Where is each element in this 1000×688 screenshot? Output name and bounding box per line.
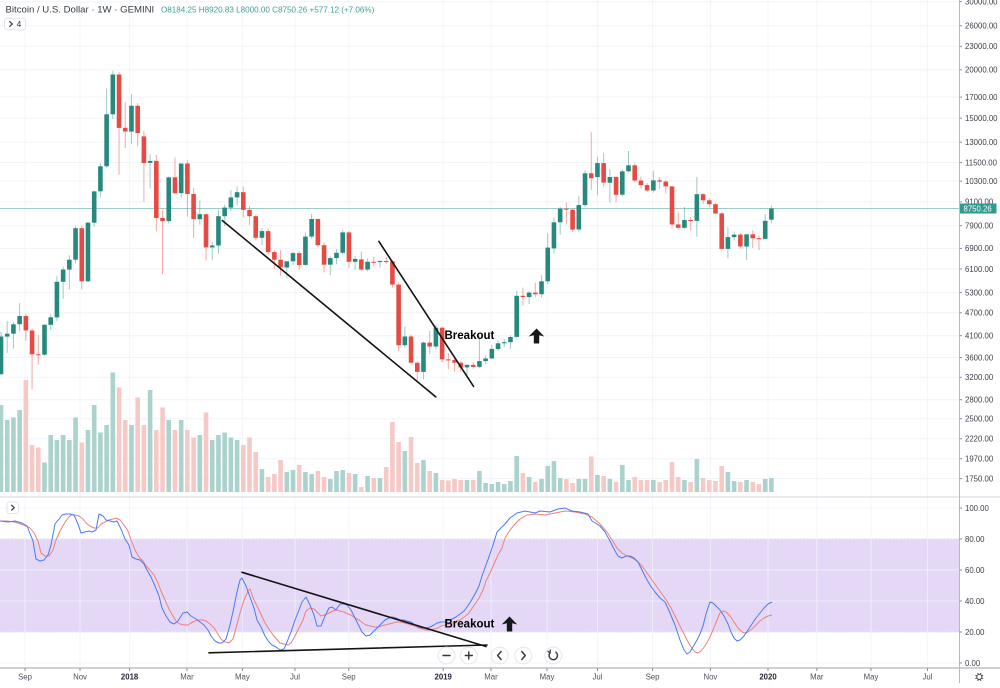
svg-text:8750.26: 8750.26 bbox=[964, 205, 992, 214]
svg-text:Mar: Mar bbox=[180, 673, 194, 682]
svg-text:2500.00: 2500.00 bbox=[965, 415, 994, 424]
svg-text:4100.00: 4100.00 bbox=[965, 332, 994, 341]
svg-text:30000.00: 30000.00 bbox=[965, 0, 998, 7]
svg-text:2800.00: 2800.00 bbox=[965, 396, 994, 405]
svg-text:4700.00: 4700.00 bbox=[965, 309, 994, 318]
svg-text:Sep: Sep bbox=[18, 673, 33, 682]
svg-text:Jul: Jul bbox=[923, 673, 933, 682]
svg-text:5300.00: 5300.00 bbox=[965, 288, 994, 297]
svg-text:15000.00: 15000.00 bbox=[965, 114, 998, 123]
svg-text:0.00: 0.00 bbox=[965, 659, 981, 668]
svg-text:2220.00: 2220.00 bbox=[965, 435, 994, 444]
svg-text:1750.00: 1750.00 bbox=[965, 474, 994, 483]
svg-text:40.00: 40.00 bbox=[965, 597, 985, 606]
svg-text:Breakout: Breakout bbox=[445, 618, 495, 630]
svg-text:May: May bbox=[540, 673, 555, 682]
svg-text:Sep: Sep bbox=[342, 673, 357, 682]
svg-text:Nov: Nov bbox=[73, 673, 87, 682]
svg-text:4: 4 bbox=[17, 19, 22, 29]
svg-text:Bitcoin / U.S. Dollar · 1W · G: Bitcoin / U.S. Dollar · 1W · GEMINI bbox=[6, 4, 155, 15]
svg-text:80.00: 80.00 bbox=[965, 535, 985, 544]
svg-text:O8184.25 H8920.83 L8000.00 C87: O8184.25 H8920.83 L8000.00 C8750.26 +577… bbox=[161, 5, 375, 14]
svg-text:Sep: Sep bbox=[646, 673, 661, 682]
svg-text:Mar: Mar bbox=[484, 673, 498, 682]
svg-text:6100.00: 6100.00 bbox=[965, 265, 994, 274]
svg-text:Jul: Jul bbox=[593, 673, 603, 682]
svg-text:17000.00: 17000.00 bbox=[965, 93, 998, 102]
svg-text:6900.00: 6900.00 bbox=[965, 244, 994, 253]
svg-text:2020: 2020 bbox=[759, 673, 777, 682]
svg-text:9100.00: 9100.00 bbox=[965, 198, 994, 207]
svg-text:Breakout: Breakout bbox=[445, 330, 495, 342]
svg-text:2018: 2018 bbox=[121, 673, 139, 682]
svg-text:1970.00: 1970.00 bbox=[965, 455, 994, 464]
svg-text:100.00: 100.00 bbox=[965, 504, 990, 513]
svg-text:7900.00: 7900.00 bbox=[965, 222, 994, 231]
svg-text:Mar: Mar bbox=[810, 673, 824, 682]
svg-text:20.00: 20.00 bbox=[965, 628, 985, 637]
svg-text:60.00: 60.00 bbox=[965, 566, 985, 575]
svg-text:20000.00: 20000.00 bbox=[965, 66, 998, 75]
svg-text:11500.00: 11500.00 bbox=[965, 158, 998, 167]
svg-text:13000.00: 13000.00 bbox=[965, 138, 998, 147]
svg-text:Jul: Jul bbox=[290, 673, 300, 682]
svg-text:May: May bbox=[864, 673, 879, 682]
svg-text:3600.00: 3600.00 bbox=[965, 353, 994, 362]
svg-text:Nov: Nov bbox=[703, 673, 717, 682]
svg-text:May: May bbox=[235, 673, 250, 682]
svg-text:10300.00: 10300.00 bbox=[965, 177, 998, 186]
svg-text:23000.00: 23000.00 bbox=[965, 42, 998, 51]
svg-text:26000.00: 26000.00 bbox=[965, 22, 998, 31]
svg-text:2019: 2019 bbox=[435, 673, 453, 682]
svg-text:3200.00: 3200.00 bbox=[965, 373, 994, 382]
